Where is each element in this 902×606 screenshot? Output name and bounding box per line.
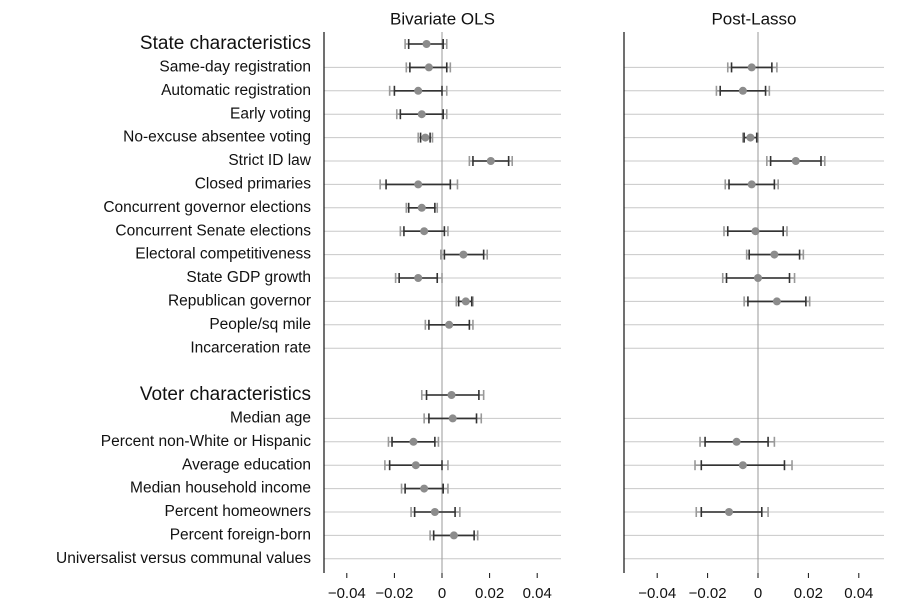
row-label: No-excuse absentee voting	[123, 129, 311, 146]
x-tick-label: −0.02	[375, 585, 413, 602]
panel-title: Post-Lasso	[711, 9, 796, 28]
row-label: Incarceration rate	[190, 339, 311, 356]
x-tick-label: 0.04	[844, 585, 873, 602]
point-estimate	[754, 274, 762, 282]
x-tick-label: 0.04	[523, 585, 552, 602]
point-estimate	[747, 180, 756, 189]
point-estimate	[725, 508, 734, 516]
x-tick-label: 0.02	[794, 585, 823, 602]
x-tick-label: −0.04	[328, 585, 366, 602]
point-estimate	[448, 414, 457, 423]
row-label: Early voting	[230, 105, 311, 122]
row-label: Automatic registration	[161, 82, 311, 99]
x-tick-label: 0.02	[475, 585, 504, 602]
x-tick-label: 0	[754, 585, 762, 602]
point-estimate	[461, 297, 470, 306]
panel-title: Bivariate OLS	[390, 9, 495, 28]
row-label: Concurrent governor elections	[103, 199, 311, 216]
row-label: People/sq mile	[209, 316, 311, 333]
row-label: Median household income	[130, 480, 311, 497]
point-estimate	[409, 437, 418, 446]
point-estimate	[420, 227, 429, 236]
point-estimate	[770, 250, 779, 259]
point-estimate	[414, 180, 423, 189]
point-estimate	[747, 63, 756, 72]
x-tick-label: −0.04	[638, 585, 676, 602]
point-estimate	[421, 133, 430, 142]
row-label: Closed primaries	[195, 175, 312, 192]
point-estimate	[414, 274, 423, 282]
group-label: Voter characteristics	[140, 384, 311, 405]
row-label: Strict ID law	[228, 152, 311, 169]
point-estimate	[420, 484, 429, 493]
point-estimate	[459, 250, 468, 259]
point-estimate	[732, 437, 741, 446]
point-estimate	[417, 203, 426, 212]
point-estimate	[414, 86, 423, 95]
point-estimate	[738, 86, 747, 95]
row-label: Median age	[230, 409, 311, 426]
point-estimate	[738, 461, 747, 470]
row-label: Percent homeowners	[165, 503, 312, 520]
point-estimate	[422, 40, 431, 48]
row-label: Average education	[182, 456, 311, 473]
point-estimate	[430, 508, 439, 516]
point-estimate	[791, 157, 800, 165]
row-label: Percent non-White or Hispanic	[101, 433, 311, 450]
row-label: Universalist versus communal values	[56, 550, 311, 567]
row-label: Republican governor	[168, 292, 311, 309]
row-label: Concurrent Senate elections	[115, 222, 311, 239]
point-estimate	[772, 297, 781, 306]
x-tick-label: 0	[438, 585, 446, 602]
row-label: Percent foreign-born	[170, 526, 311, 543]
row-label: State GDP growth	[186, 269, 311, 286]
point-estimate	[751, 227, 760, 236]
row-label: Electoral competitiveness	[135, 246, 311, 263]
point-estimate	[417, 110, 426, 119]
point-estimate	[424, 63, 433, 72]
x-tick-label: −0.02	[689, 585, 727, 602]
point-estimate	[411, 461, 420, 470]
row-label: Same-day registration	[159, 58, 311, 75]
group-label: State characteristics	[140, 33, 311, 54]
point-estimate	[447, 391, 456, 399]
point-estimate	[445, 320, 454, 329]
point-estimate	[746, 133, 755, 142]
point-estimate	[449, 531, 458, 540]
point-estimate	[486, 157, 495, 165]
